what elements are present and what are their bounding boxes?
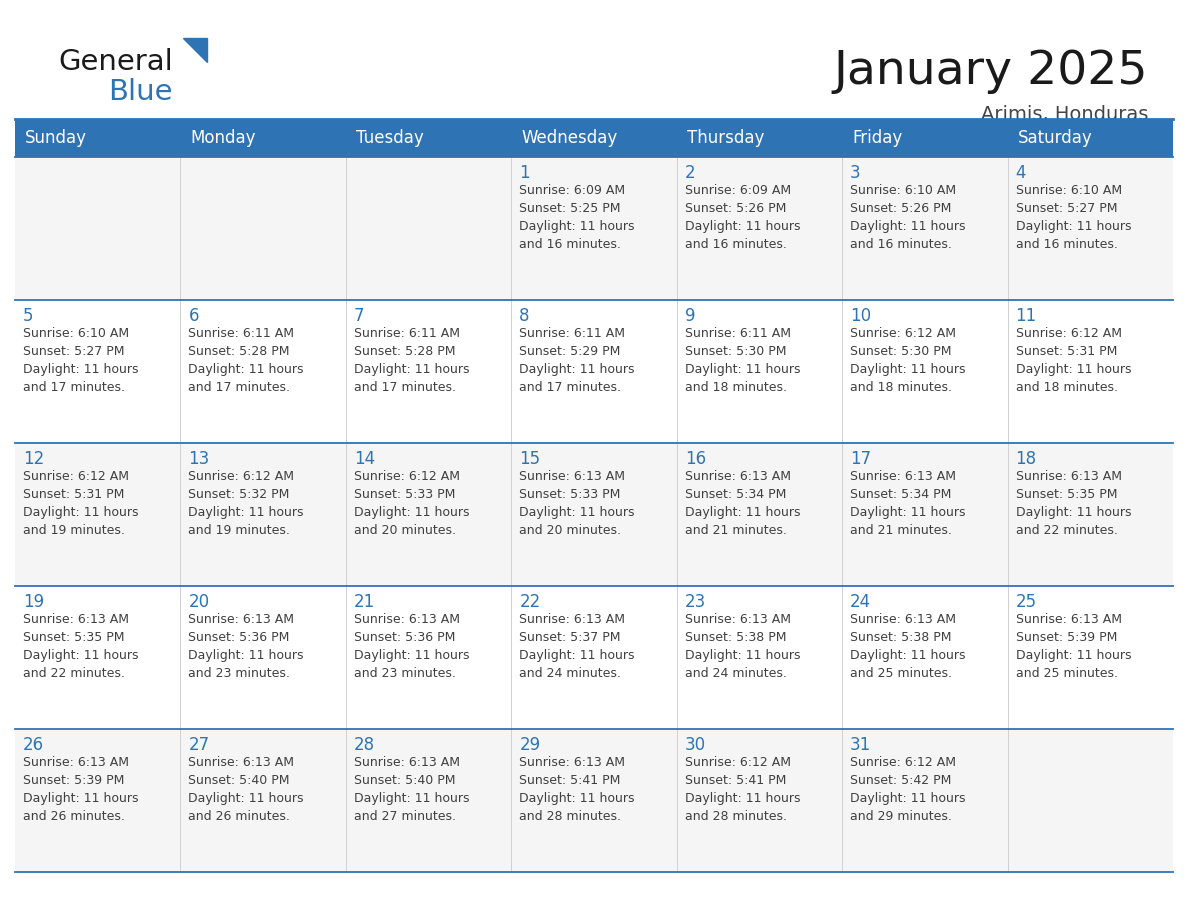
Text: 5: 5 [23,307,33,325]
Text: Sunrise: 6:12 AM
Sunset: 5:30 PM
Daylight: 11 hours
and 18 minutes.: Sunrise: 6:12 AM Sunset: 5:30 PM Dayligh… [851,327,966,394]
Text: 14: 14 [354,450,375,468]
Text: Saturday: Saturday [1018,129,1092,147]
Text: Sunday: Sunday [25,129,87,147]
Text: 6: 6 [189,307,198,325]
Text: Sunrise: 6:13 AM
Sunset: 5:34 PM
Daylight: 11 hours
and 21 minutes.: Sunrise: 6:13 AM Sunset: 5:34 PM Dayligh… [684,470,801,537]
Text: Arimis, Honduras: Arimis, Honduras [980,106,1148,125]
Text: 18: 18 [1016,450,1037,468]
Text: Sunrise: 6:12 AM
Sunset: 5:33 PM
Daylight: 11 hours
and 20 minutes.: Sunrise: 6:12 AM Sunset: 5:33 PM Dayligh… [354,470,469,537]
Bar [15,300,1173,443]
Text: 16: 16 [684,450,706,468]
Text: 25: 25 [1016,593,1037,611]
Text: Sunrise: 6:13 AM
Sunset: 5:35 PM
Daylight: 11 hours
and 22 minutes.: Sunrise: 6:13 AM Sunset: 5:35 PM Dayligh… [1016,470,1131,537]
Text: 2: 2 [684,164,695,182]
Text: Blue: Blue [108,78,172,106]
Text: Sunrise: 6:13 AM
Sunset: 5:39 PM
Daylight: 11 hours
and 26 minutes.: Sunrise: 6:13 AM Sunset: 5:39 PM Dayligh… [23,756,139,823]
Polygon shape [183,38,207,62]
Text: 12: 12 [23,450,44,468]
Text: Sunrise: 6:12 AM
Sunset: 5:41 PM
Daylight: 11 hours
and 28 minutes.: Sunrise: 6:12 AM Sunset: 5:41 PM Dayligh… [684,756,801,823]
Text: Tuesday: Tuesday [356,129,424,147]
Text: Sunrise: 6:11 AM
Sunset: 5:29 PM
Daylight: 11 hours
and 17 minutes.: Sunrise: 6:11 AM Sunset: 5:29 PM Dayligh… [519,327,634,394]
Bar [15,729,1173,872]
Text: 23: 23 [684,593,706,611]
Bar [15,119,1173,157]
Text: 28: 28 [354,736,375,754]
Text: Sunrise: 6:13 AM
Sunset: 5:40 PM
Daylight: 11 hours
and 26 minutes.: Sunrise: 6:13 AM Sunset: 5:40 PM Dayligh… [189,756,304,823]
Text: Sunrise: 6:13 AM
Sunset: 5:39 PM
Daylight: 11 hours
and 25 minutes.: Sunrise: 6:13 AM Sunset: 5:39 PM Dayligh… [1016,613,1131,680]
Text: 11: 11 [1016,307,1037,325]
Text: 27: 27 [189,736,209,754]
Text: Sunrise: 6:13 AM
Sunset: 5:38 PM
Daylight: 11 hours
and 24 minutes.: Sunrise: 6:13 AM Sunset: 5:38 PM Dayligh… [684,613,801,680]
Text: 29: 29 [519,736,541,754]
Text: Sunrise: 6:13 AM
Sunset: 5:40 PM
Daylight: 11 hours
and 27 minutes.: Sunrise: 6:13 AM Sunset: 5:40 PM Dayligh… [354,756,469,823]
Text: Sunrise: 6:10 AM
Sunset: 5:27 PM
Daylight: 11 hours
and 17 minutes.: Sunrise: 6:10 AM Sunset: 5:27 PM Dayligh… [23,327,139,394]
Text: 31: 31 [851,736,871,754]
Text: 22: 22 [519,593,541,611]
Text: General: General [58,48,172,76]
Text: Sunrise: 6:13 AM
Sunset: 5:37 PM
Daylight: 11 hours
and 24 minutes.: Sunrise: 6:13 AM Sunset: 5:37 PM Dayligh… [519,613,634,680]
Text: 30: 30 [684,736,706,754]
Text: 10: 10 [851,307,871,325]
Bar [15,586,1173,729]
Bar [15,443,1173,586]
Text: 3: 3 [851,164,861,182]
Text: Sunrise: 6:13 AM
Sunset: 5:33 PM
Daylight: 11 hours
and 20 minutes.: Sunrise: 6:13 AM Sunset: 5:33 PM Dayligh… [519,470,634,537]
Text: 4: 4 [1016,164,1026,182]
Text: 1: 1 [519,164,530,182]
Text: Sunrise: 6:10 AM
Sunset: 5:26 PM
Daylight: 11 hours
and 16 minutes.: Sunrise: 6:10 AM Sunset: 5:26 PM Dayligh… [851,184,966,251]
Text: Sunrise: 6:13 AM
Sunset: 5:36 PM
Daylight: 11 hours
and 23 minutes.: Sunrise: 6:13 AM Sunset: 5:36 PM Dayligh… [189,613,304,680]
Text: Sunrise: 6:13 AM
Sunset: 5:35 PM
Daylight: 11 hours
and 22 minutes.: Sunrise: 6:13 AM Sunset: 5:35 PM Dayligh… [23,613,139,680]
Text: Wednesday: Wednesday [522,129,618,147]
Text: Sunrise: 6:12 AM
Sunset: 5:31 PM
Daylight: 11 hours
and 19 minutes.: Sunrise: 6:12 AM Sunset: 5:31 PM Dayligh… [23,470,139,537]
Text: Sunrise: 6:12 AM
Sunset: 5:42 PM
Daylight: 11 hours
and 29 minutes.: Sunrise: 6:12 AM Sunset: 5:42 PM Dayligh… [851,756,966,823]
Text: Sunrise: 6:11 AM
Sunset: 5:28 PM
Daylight: 11 hours
and 17 minutes.: Sunrise: 6:11 AM Sunset: 5:28 PM Dayligh… [354,327,469,394]
Text: 13: 13 [189,450,209,468]
Text: Friday: Friday [852,129,903,147]
Text: 19: 19 [23,593,44,611]
Text: 8: 8 [519,307,530,325]
Text: 26: 26 [23,736,44,754]
Text: Sunrise: 6:09 AM
Sunset: 5:25 PM
Daylight: 11 hours
and 16 minutes.: Sunrise: 6:09 AM Sunset: 5:25 PM Dayligh… [519,184,634,251]
Text: Sunrise: 6:12 AM
Sunset: 5:32 PM
Daylight: 11 hours
and 19 minutes.: Sunrise: 6:12 AM Sunset: 5:32 PM Dayligh… [189,470,304,537]
Text: Sunrise: 6:13 AM
Sunset: 5:34 PM
Daylight: 11 hours
and 21 minutes.: Sunrise: 6:13 AM Sunset: 5:34 PM Dayligh… [851,470,966,537]
Text: January 2025: January 2025 [834,50,1148,95]
Bar [15,157,1173,300]
Text: Sunrise: 6:11 AM
Sunset: 5:30 PM
Daylight: 11 hours
and 18 minutes.: Sunrise: 6:11 AM Sunset: 5:30 PM Dayligh… [684,327,801,394]
Text: Sunrise: 6:13 AM
Sunset: 5:38 PM
Daylight: 11 hours
and 25 minutes.: Sunrise: 6:13 AM Sunset: 5:38 PM Dayligh… [851,613,966,680]
Text: 17: 17 [851,450,871,468]
Text: 9: 9 [684,307,695,325]
Text: Sunrise: 6:13 AM
Sunset: 5:41 PM
Daylight: 11 hours
and 28 minutes.: Sunrise: 6:13 AM Sunset: 5:41 PM Dayligh… [519,756,634,823]
Text: Sunrise: 6:11 AM
Sunset: 5:28 PM
Daylight: 11 hours
and 17 minutes.: Sunrise: 6:11 AM Sunset: 5:28 PM Dayligh… [189,327,304,394]
Text: Sunrise: 6:09 AM
Sunset: 5:26 PM
Daylight: 11 hours
and 16 minutes.: Sunrise: 6:09 AM Sunset: 5:26 PM Dayligh… [684,184,801,251]
Text: 20: 20 [189,593,209,611]
Text: Monday: Monday [190,129,255,147]
Text: Sunrise: 6:13 AM
Sunset: 5:36 PM
Daylight: 11 hours
and 23 minutes.: Sunrise: 6:13 AM Sunset: 5:36 PM Dayligh… [354,613,469,680]
Text: 15: 15 [519,450,541,468]
Text: 7: 7 [354,307,365,325]
Text: Sunrise: 6:10 AM
Sunset: 5:27 PM
Daylight: 11 hours
and 16 minutes.: Sunrise: 6:10 AM Sunset: 5:27 PM Dayligh… [1016,184,1131,251]
Text: 21: 21 [354,593,375,611]
Text: 24: 24 [851,593,871,611]
Text: Thursday: Thursday [687,129,764,147]
Text: Sunrise: 6:12 AM
Sunset: 5:31 PM
Daylight: 11 hours
and 18 minutes.: Sunrise: 6:12 AM Sunset: 5:31 PM Dayligh… [1016,327,1131,394]
